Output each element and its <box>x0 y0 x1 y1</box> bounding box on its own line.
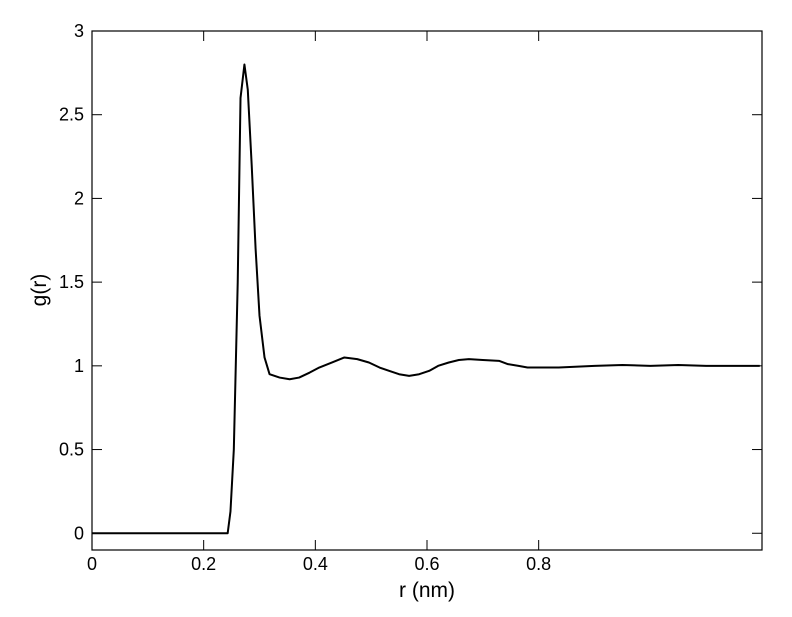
plot-frame <box>91 30 763 551</box>
y-tick-label: 0 <box>74 523 84 543</box>
y-tick-label: 2 <box>74 188 84 208</box>
y-tick-label: 1.5 <box>59 272 84 292</box>
x-tick-label: 0.6 <box>414 554 439 574</box>
data-line <box>92 63 760 535</box>
y-tick-label: 1 <box>74 356 84 376</box>
y-axis-label: g(r) <box>28 274 51 307</box>
y-tick-label: 3 <box>74 21 84 41</box>
x-tick-label: 0.8 <box>526 554 551 574</box>
y-tick-label: 0.5 <box>59 440 84 460</box>
x-tick-label: 0 <box>87 554 97 574</box>
x-tick-label: 0.4 <box>303 554 328 574</box>
x-tick-label: 0.2 <box>191 554 216 574</box>
x-axis-label: r (nm) <box>399 579 455 602</box>
y-tick-label: 2.5 <box>59 105 84 125</box>
